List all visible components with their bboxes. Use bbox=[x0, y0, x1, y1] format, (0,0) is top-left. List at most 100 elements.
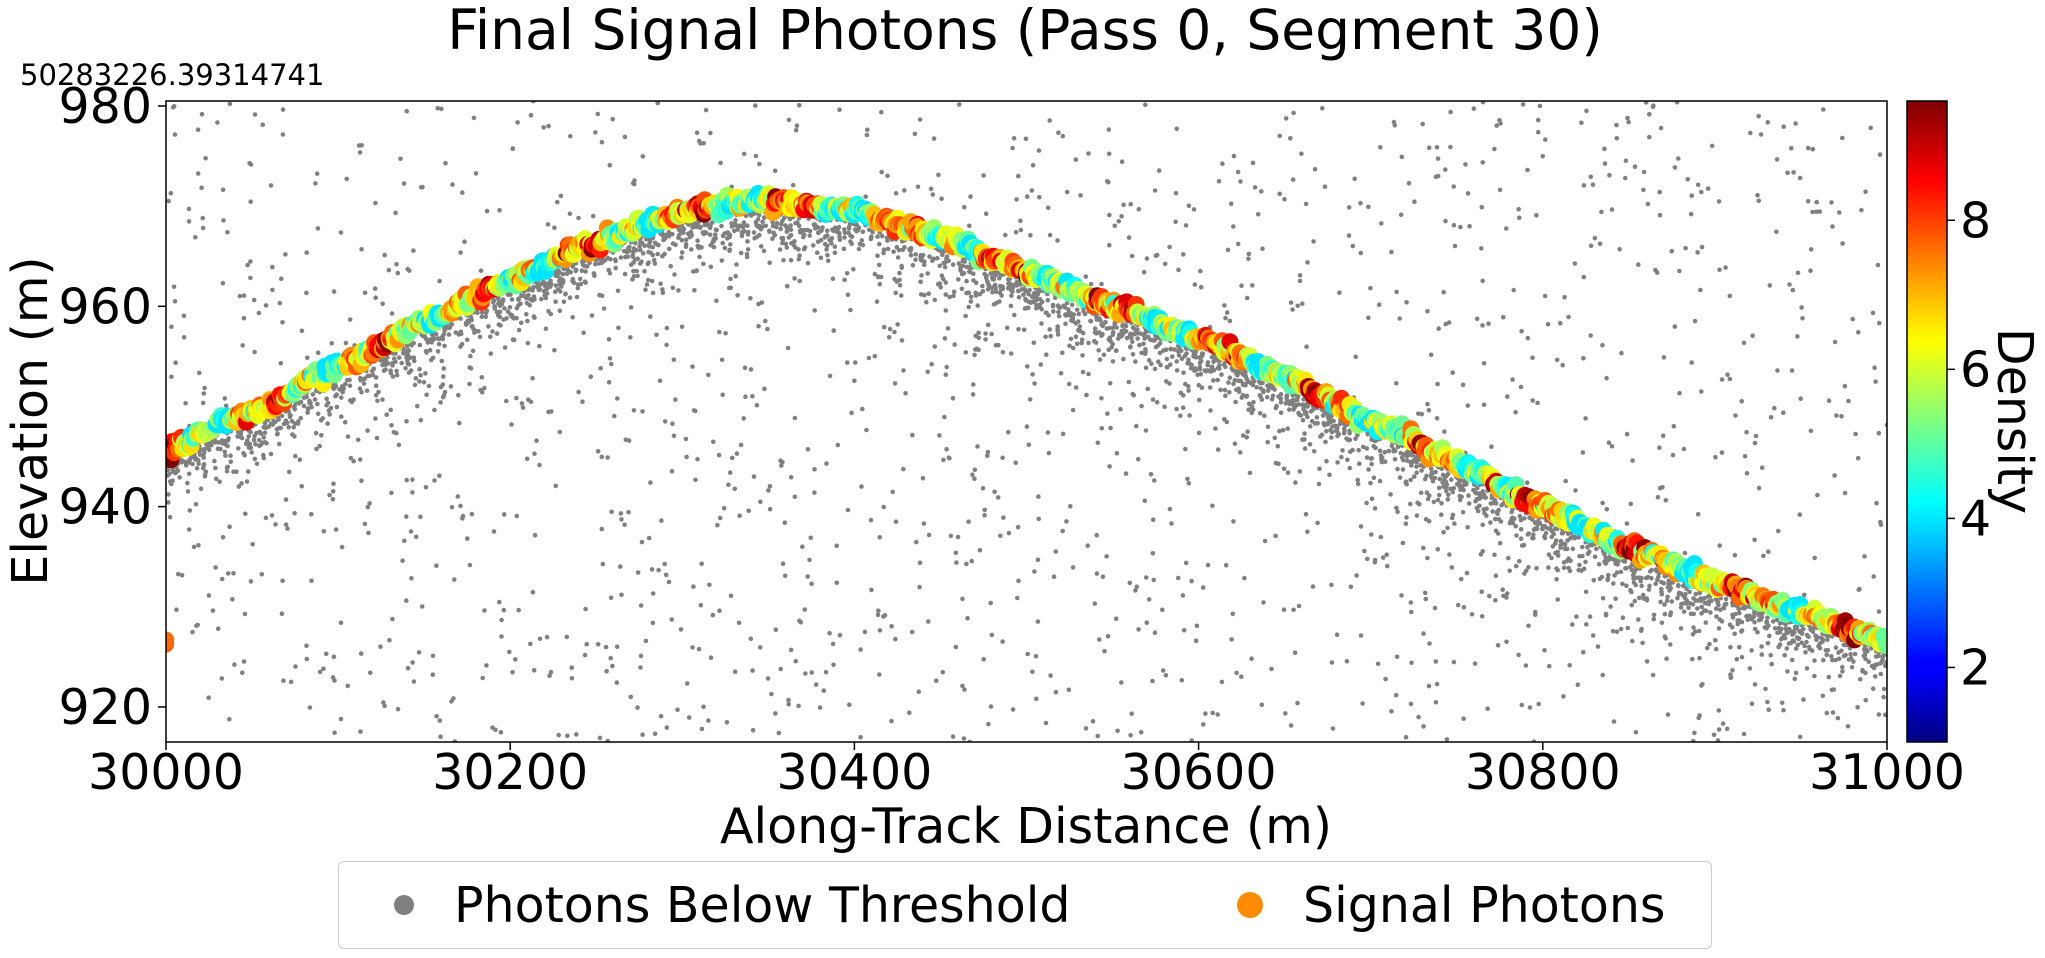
noise-photon-point bbox=[1008, 351, 1014, 356]
noise-photon-point bbox=[1667, 581, 1673, 586]
noise-photon-point bbox=[1133, 359, 1138, 364]
noise-photon-point bbox=[1352, 176, 1357, 182]
noise-photon-point bbox=[1360, 444, 1366, 450]
noise-photon-point bbox=[484, 208, 490, 214]
noise-photon-point bbox=[668, 263, 673, 269]
noise-photon-point bbox=[373, 295, 379, 301]
noise-photon-point bbox=[1774, 157, 1780, 162]
noise-photon-point bbox=[825, 233, 830, 238]
noise-photon-point bbox=[1618, 626, 1624, 632]
noise-photon-point bbox=[1174, 406, 1179, 412]
noise-photon-point bbox=[623, 254, 628, 260]
noise-photon-point bbox=[1766, 707, 1771, 712]
noise-photon-point bbox=[797, 253, 802, 258]
noise-photon-point bbox=[1188, 366, 1194, 371]
noise-photon-point bbox=[1795, 334, 1800, 339]
noise-photon-point bbox=[718, 160, 723, 166]
noise-photon-point bbox=[1628, 501, 1634, 507]
noise-photon-point bbox=[1227, 375, 1233, 381]
noise-photon-point bbox=[1808, 268, 1813, 274]
noise-photon-point bbox=[1779, 700, 1785, 706]
noise-photon-point bbox=[1589, 543, 1595, 548]
noise-photon-point bbox=[283, 252, 288, 257]
noise-photon-point bbox=[1644, 659, 1650, 664]
noise-photon-point bbox=[1233, 399, 1238, 405]
noise-photon-point bbox=[1604, 375, 1609, 381]
noise-photon-point bbox=[1014, 197, 1019, 202]
noise-photon-point bbox=[1102, 320, 1108, 326]
noise-photon-point bbox=[1150, 397, 1156, 402]
noise-photon-point bbox=[321, 529, 327, 534]
noise-photon-point bbox=[716, 452, 722, 458]
noise-photon-point bbox=[439, 358, 445, 364]
noise-photon-point bbox=[1191, 207, 1197, 212]
noise-photon-point bbox=[597, 735, 603, 741]
noise-photon-point bbox=[206, 593, 212, 598]
noise-photon-point bbox=[1335, 460, 1340, 465]
noise-photon-point bbox=[1696, 598, 1702, 603]
noise-photon-point bbox=[1213, 356, 1218, 362]
noise-photon-point bbox=[583, 269, 588, 274]
noise-photon-point bbox=[1066, 381, 1072, 387]
noise-photon-point bbox=[983, 275, 989, 281]
noise-photon-point bbox=[1302, 446, 1308, 451]
noise-photon-point bbox=[1640, 640, 1645, 646]
noise-photon-point bbox=[1418, 490, 1424, 496]
noise-photon-point bbox=[1152, 366, 1158, 372]
noise-photon-point bbox=[1722, 602, 1728, 607]
noise-photon-point bbox=[757, 645, 763, 650]
noise-photon-point bbox=[759, 300, 765, 305]
noise-photon-point bbox=[248, 275, 253, 281]
noise-photon-point bbox=[1211, 378, 1216, 383]
noise-photon-point bbox=[424, 350, 429, 355]
noise-photon-point bbox=[1121, 202, 1126, 208]
noise-photon-point bbox=[648, 314, 653, 319]
noise-photon-point bbox=[1185, 360, 1190, 366]
noise-photon-point bbox=[1340, 448, 1345, 453]
noise-photon-point bbox=[623, 437, 629, 443]
noise-photon-point bbox=[802, 607, 808, 612]
noise-photon-point bbox=[437, 718, 443, 723]
noise-photon-point bbox=[405, 358, 410, 363]
noise-photon-point bbox=[1295, 303, 1300, 309]
noise-photon-point bbox=[1086, 371, 1091, 377]
noise-photon-point bbox=[1425, 555, 1430, 561]
noise-photon-point bbox=[796, 256, 802, 262]
noise-photon-point bbox=[640, 154, 646, 159]
noise-photon-point bbox=[217, 479, 222, 485]
noise-photon-point bbox=[929, 361, 934, 367]
noise-photon-point bbox=[1507, 568, 1512, 574]
noise-photon-point bbox=[238, 429, 244, 435]
noise-photon-point bbox=[1436, 326, 1441, 331]
noise-photon-point bbox=[225, 571, 231, 576]
noise-photon-point bbox=[1546, 552, 1552, 557]
noise-photon-point bbox=[310, 392, 316, 397]
noise-photon-point bbox=[1344, 436, 1349, 441]
noise-photon-point bbox=[1262, 413, 1267, 419]
noise-photon-point bbox=[1709, 143, 1715, 149]
noise-photon-point bbox=[760, 219, 765, 225]
noise-photon-point bbox=[792, 494, 798, 500]
noise-photon-point bbox=[781, 257, 786, 263]
noise-photon-point bbox=[1039, 321, 1044, 326]
noise-photon-point bbox=[1447, 552, 1452, 557]
noise-photon-point bbox=[313, 181, 318, 186]
noise-photon-point bbox=[1690, 631, 1696, 637]
noise-photon-point bbox=[732, 221, 738, 227]
noise-photon-point bbox=[1275, 443, 1281, 449]
noise-photon-point bbox=[975, 303, 980, 308]
noise-photon-point bbox=[317, 443, 323, 449]
noise-photon-point bbox=[261, 452, 266, 458]
noise-photon-point bbox=[225, 230, 230, 235]
noise-photon-point bbox=[549, 282, 554, 287]
noise-photon-point bbox=[823, 669, 829, 675]
noise-photon-point bbox=[649, 278, 655, 284]
noise-photon-point bbox=[1736, 607, 1742, 612]
noise-photon-point bbox=[1463, 162, 1468, 167]
noise-photon-point bbox=[1799, 640, 1804, 645]
noise-photon-point bbox=[394, 372, 400, 378]
noise-photon-point bbox=[1244, 435, 1250, 440]
noise-photon-point bbox=[298, 399, 304, 405]
noise-photon-point bbox=[941, 260, 946, 266]
